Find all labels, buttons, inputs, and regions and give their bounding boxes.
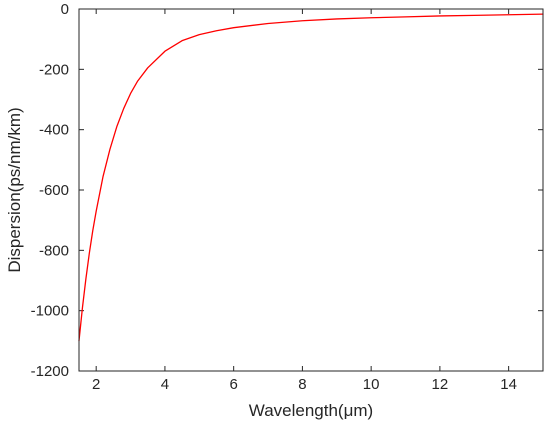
y-axis-ticks: 0 -200 -400 -600 -800 -1000 -1200	[31, 1, 543, 380]
y-tick-label: -600	[39, 182, 69, 199]
x-axis-title: Wavelength(μm)	[249, 401, 373, 420]
plot-frame	[78, 8, 544, 372]
x-tick-label: 14	[500, 376, 517, 393]
y-tick-label: -200	[39, 61, 69, 78]
x-axis-ticks: 2 4 6 8 10 12 14	[92, 9, 517, 393]
y-tick-label: -800	[39, 242, 69, 259]
x-tick-label: 10	[363, 376, 380, 393]
x-tick-label: 4	[161, 376, 169, 393]
x-tick-label: 6	[229, 376, 237, 393]
x-tick-label: 2	[92, 376, 100, 393]
y-tick-label: -400	[39, 122, 69, 139]
x-tick-label: 12	[432, 376, 449, 393]
y-axis-title: Dispersion(ps/nm/km)	[5, 107, 24, 272]
x-tick-label: 8	[298, 376, 306, 393]
y-tick-label: -1200	[31, 363, 69, 380]
plot-area	[79, 9, 543, 371]
y-tick-label: 0	[61, 1, 69, 18]
y-tick-label: -1000	[31, 303, 69, 320]
dispersion-series-line	[78, 13, 544, 342]
series-layer	[78, 13, 544, 342]
